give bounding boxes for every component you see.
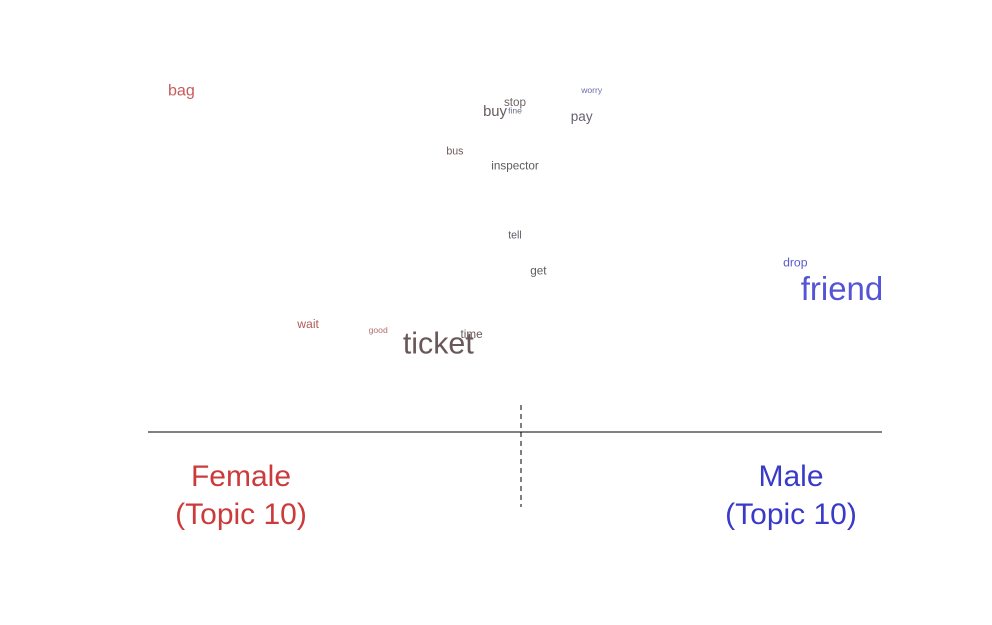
female-group-sublabel: (Topic 10)	[175, 498, 307, 531]
male-group-sublabel: (Topic 10)	[725, 498, 857, 531]
word-label-friend: friend	[801, 270, 884, 307]
female-group-label: Female	[191, 460, 291, 493]
word-label-fine: fine	[508, 106, 522, 116]
word-label-pay: pay	[571, 109, 593, 124]
word-label-bus: bus	[446, 145, 463, 157]
word-label-ticket: ticket	[403, 326, 474, 360]
word-label-time: time	[461, 328, 483, 341]
word-label-stop: stop	[504, 96, 527, 109]
word-label-wait: wait	[296, 317, 319, 331]
word-label-worry: worry	[580, 85, 603, 95]
word-label-good: good	[369, 325, 388, 335]
word-label-inspector: inspector	[491, 160, 539, 173]
word-label-bag: bag	[168, 82, 195, 100]
word-label-get: get	[530, 264, 547, 277]
word-label-drop: drop	[783, 256, 808, 270]
word-label-tell: tell	[508, 230, 522, 242]
word-label-buy: buy	[483, 104, 507, 120]
male-group-label: Male	[758, 460, 823, 493]
